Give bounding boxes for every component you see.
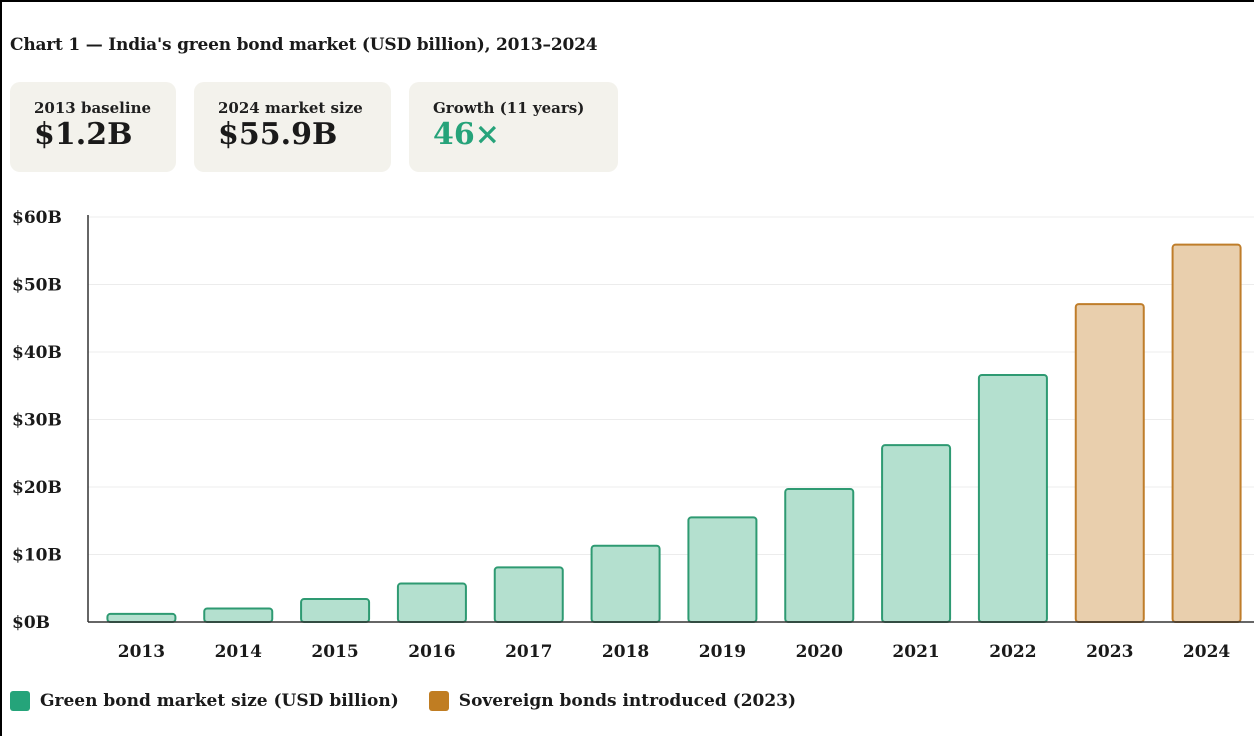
x-tick-label: 2019 bbox=[699, 642, 746, 662]
y-tick-label: $60B bbox=[12, 208, 62, 228]
bar-2016 bbox=[396, 582, 467, 624]
bar-2019 bbox=[687, 516, 758, 623]
x-tick-label: 2022 bbox=[989, 642, 1036, 662]
legend-label-green: Green bond market size (USD billion) bbox=[40, 691, 399, 711]
legend-swatch-sovereign bbox=[428, 691, 449, 711]
growth-card-label: Growth (11 years) bbox=[433, 99, 585, 117]
legend-swatch-green bbox=[10, 691, 30, 711]
x-tick-label: 2015 bbox=[311, 642, 358, 662]
bar-2015 bbox=[300, 598, 371, 623]
market-size-card-label: 2024 market size bbox=[218, 99, 363, 117]
market-size-card-value: $55.9B bbox=[218, 117, 338, 152]
market-size-card: 2024 market size $55.9B bbox=[194, 82, 391, 172]
y-tick-label: $0B bbox=[12, 613, 50, 633]
bar-2023 bbox=[1074, 303, 1145, 623]
bar-2024 bbox=[1171, 243, 1242, 624]
x-tick-label: 2024 bbox=[1183, 642, 1230, 662]
bar-2017 bbox=[493, 566, 564, 624]
x-tick-label: 2013 bbox=[118, 642, 165, 662]
bar-2014 bbox=[203, 607, 274, 623]
x-tick-label: 2017 bbox=[505, 642, 552, 662]
x-tick-label: 2016 bbox=[408, 642, 455, 662]
y-tick-label: $30B bbox=[12, 411, 62, 431]
x-tick-label: 2023 bbox=[1086, 642, 1133, 662]
growth-card: Growth (11 years) 46× bbox=[409, 82, 618, 172]
x-tick-label: 2014 bbox=[215, 642, 262, 662]
chart-legend: Green bond market size (USD billion) Sov… bbox=[10, 690, 826, 712]
y-tick-label: $20B bbox=[12, 478, 62, 498]
baseline-card-label: 2013 baseline bbox=[34, 99, 152, 117]
legend-item-sovereign: Sovereign bonds introduced (2023) bbox=[428, 691, 797, 711]
x-tick-label: 2021 bbox=[892, 642, 939, 662]
baseline-card: 2013 baseline $1.2B bbox=[10, 82, 176, 172]
bar-2022 bbox=[977, 373, 1048, 624]
baseline-card-value: $1.2B bbox=[34, 117, 133, 152]
bar-2013 bbox=[106, 612, 177, 624]
chart-title: Chart 1 — India's green bond market (USD… bbox=[10, 35, 598, 55]
x-tick-label: 2018 bbox=[602, 642, 649, 662]
y-tick-label: $50B bbox=[12, 276, 62, 296]
bar-2021 bbox=[881, 444, 952, 623]
y-tick-label: $10B bbox=[12, 546, 62, 566]
x-tick-label: 2020 bbox=[796, 642, 843, 662]
legend-item-green: Green bond market size (USD billion) bbox=[10, 691, 399, 711]
bar-2018 bbox=[590, 544, 661, 623]
bar-2020 bbox=[784, 488, 855, 623]
y-tick-label: $40B bbox=[12, 343, 62, 363]
legend-label-sovereign: Sovereign bonds introduced (2023) bbox=[458, 691, 797, 711]
growth-card-value: 46× bbox=[433, 117, 500, 152]
